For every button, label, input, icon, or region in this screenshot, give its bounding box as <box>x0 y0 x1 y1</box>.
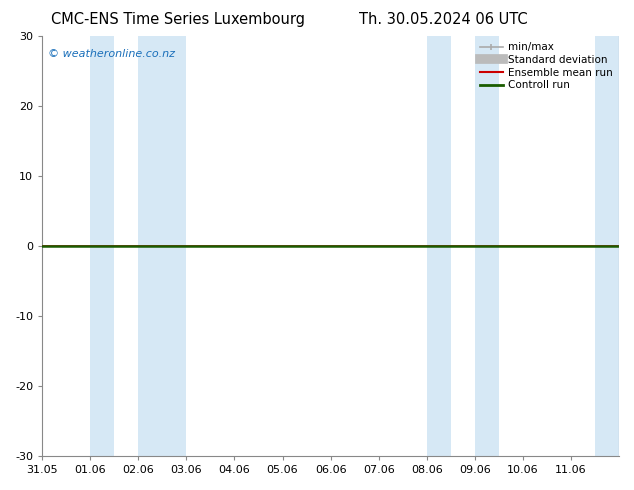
Text: Th. 30.05.2024 06 UTC: Th. 30.05.2024 06 UTC <box>359 12 528 27</box>
Bar <box>427 36 451 456</box>
Bar <box>90 36 114 456</box>
Bar <box>595 36 619 456</box>
Text: © weatheronline.co.nz: © weatheronline.co.nz <box>48 49 175 59</box>
Text: CMC-ENS Time Series Luxembourg: CMC-ENS Time Series Luxembourg <box>51 12 304 27</box>
Legend: min/max, Standard deviation, Ensemble mean run, Controll run: min/max, Standard deviation, Ensemble me… <box>476 38 617 95</box>
Bar <box>138 36 186 456</box>
Bar <box>475 36 499 456</box>
